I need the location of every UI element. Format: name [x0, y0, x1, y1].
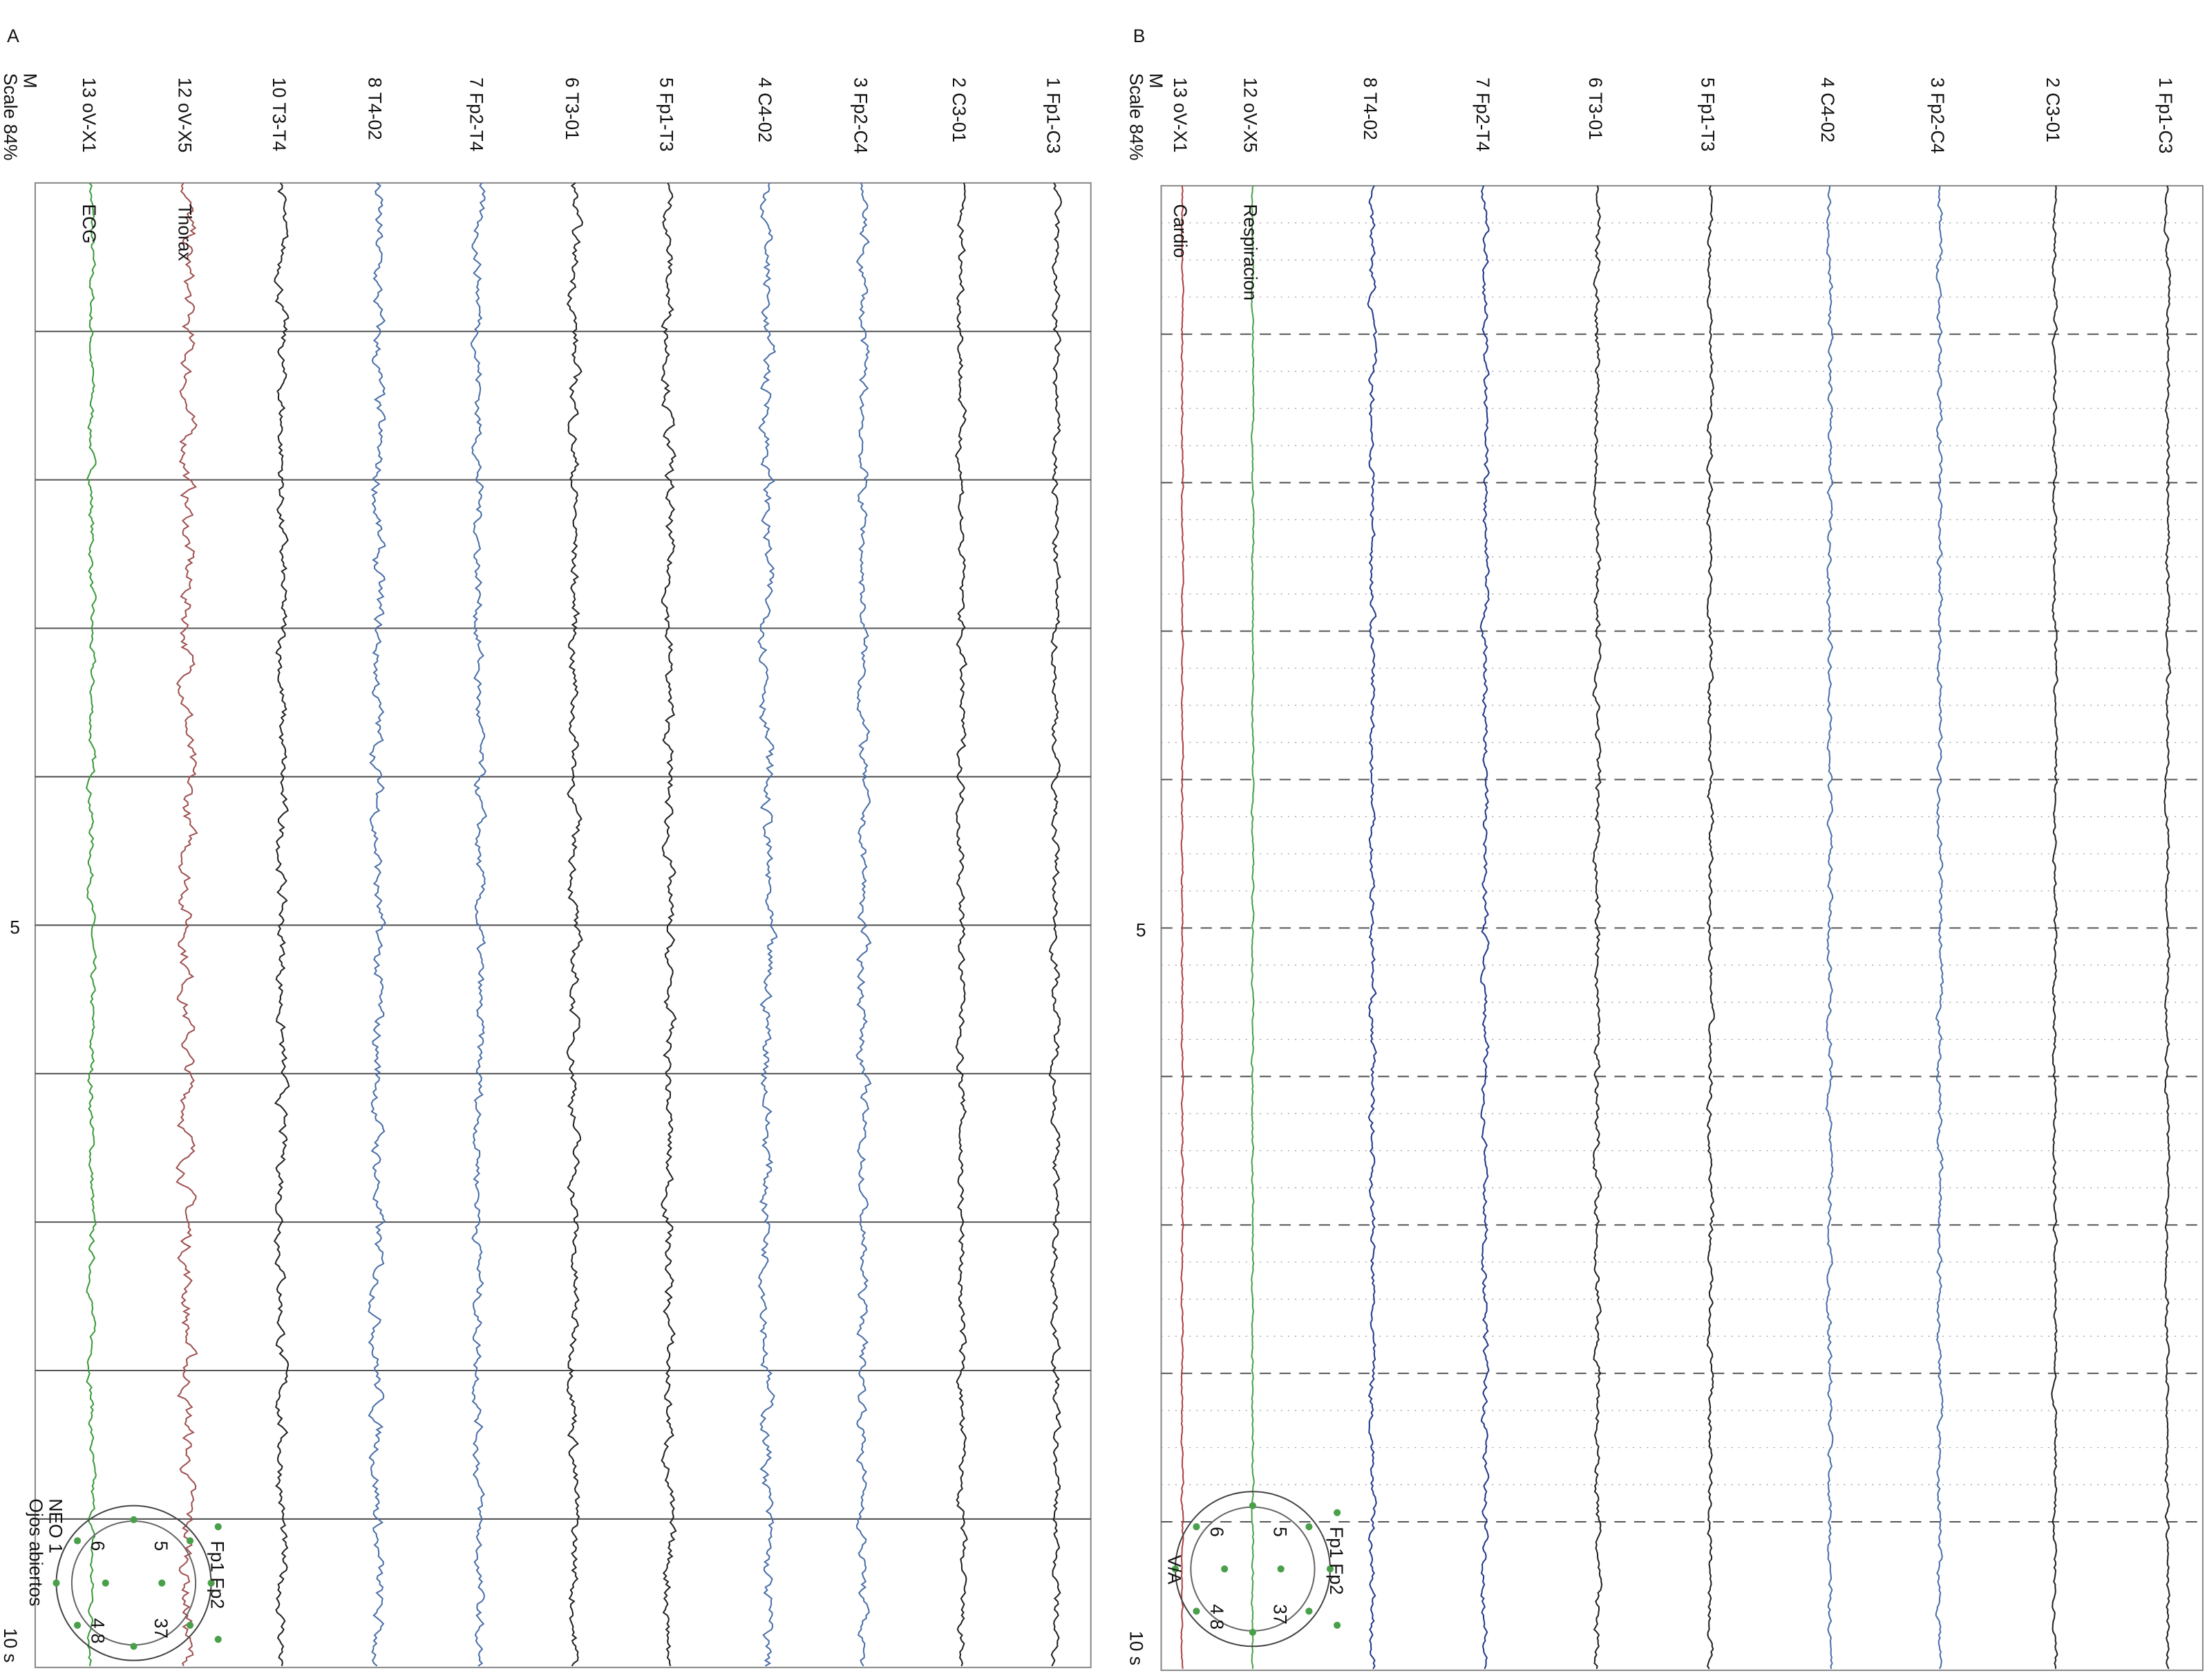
panel-label: A	[7, 26, 19, 46]
channel-label: 6 T3-01	[1585, 77, 1606, 140]
electrode	[53, 1579, 60, 1587]
electrode	[1326, 1565, 1334, 1573]
channel-label: 2 C3-01	[2043, 77, 2063, 142]
eeg-trace	[1592, 185, 1603, 1670]
eeg-trace	[757, 182, 778, 1667]
eeg-trace	[176, 182, 198, 1667]
electrode	[1277, 1565, 1285, 1573]
montage-label: 5	[1269, 1527, 1290, 1537]
montage-scale: M	[20, 73, 41, 88]
eeg-trace	[1825, 185, 1834, 1670]
montage-caption: Ojos abiertos	[26, 1498, 46, 1606]
eeg-trace	[273, 182, 290, 1667]
electrode	[1305, 1523, 1313, 1531]
electrode	[130, 1643, 138, 1650]
eeg-trace	[954, 182, 968, 1667]
time-label: 10 s	[1126, 1631, 1147, 1665]
montage-scale: M	[1146, 73, 1166, 88]
electrode	[186, 1537, 194, 1545]
montage-label: 6	[87, 1541, 108, 1552]
time-label: 10 s	[0, 1628, 21, 1663]
channel-label: 12 oV-X5	[175, 77, 196, 153]
eeg-trace	[855, 182, 872, 1667]
montage-label: Fp1 Fp2	[207, 1541, 228, 1610]
electrode	[207, 1579, 215, 1587]
channel-label: 12 oV-X5	[1240, 77, 1261, 153]
channel-label: 6 T3-01	[562, 77, 582, 140]
montage-label: 6	[1206, 1527, 1227, 1537]
electrode	[1334, 1509, 1341, 1516]
electrode	[73, 1537, 82, 1545]
channel-annotation: Respiracion	[1240, 204, 1261, 300]
montage-scale: Scale 84%	[1126, 73, 1147, 161]
channel-label: 2 C3-01	[949, 77, 969, 142]
channel-label: 8 T4-02	[365, 77, 386, 140]
electrode	[1249, 1628, 1257, 1636]
channel-label: 5 Fp1-T3	[1698, 77, 1718, 151]
electrode	[130, 1516, 138, 1524]
montage-label: Fp1 Fp2	[1326, 1527, 1347, 1595]
eeg-trace	[470, 182, 488, 1667]
channel-label: 1 Fp1-C3	[2155, 77, 2176, 153]
montage-label: 5	[151, 1541, 171, 1552]
eeg-trace	[1250, 185, 1255, 1669]
time-label: 5	[1136, 920, 1146, 941]
eeg-trace	[1367, 185, 1378, 1670]
eeg-trace	[1705, 185, 1715, 1670]
channel-label: 7 Fp2-T4	[1472, 77, 1493, 151]
montage-caption: NEO 1	[45, 1498, 66, 1553]
electrode	[1171, 1565, 1179, 1573]
eeg-trace	[1935, 185, 1944, 1670]
channel-annotation: ECG	[79, 204, 100, 243]
time-label: 5	[10, 917, 20, 938]
montage-label: 4 8	[1206, 1604, 1227, 1630]
eeg-trace	[2051, 185, 2058, 1669]
electrode	[1305, 1607, 1313, 1615]
channel-label: 5 Fp1-T3	[656, 77, 676, 151]
montage-label: 37	[1269, 1604, 1290, 1624]
channel-annotation: Cardio	[1170, 204, 1191, 258]
channel-label: 7 Fp2-T4	[466, 77, 486, 151]
channel-label: 10 T3-T4	[269, 77, 290, 151]
eeg-trace	[85, 182, 97, 1666]
electrode	[1221, 1565, 1229, 1573]
channel-label: 3 Fp2-C4	[850, 77, 871, 153]
eeg-trace	[566, 182, 583, 1667]
electrode	[1193, 1523, 1200, 1531]
eeg-trace	[1479, 185, 1490, 1670]
eeg-trace	[1048, 182, 1062, 1667]
electrode	[1334, 1621, 1341, 1629]
channel-label: 4 C4-02	[1817, 77, 1838, 142]
panel-label: B	[1133, 26, 1146, 46]
electrode	[214, 1523, 222, 1531]
montage-label: 37	[151, 1619, 171, 1639]
channel-label: 4 C4-02	[755, 77, 775, 142]
electrode	[158, 1579, 166, 1587]
eeg-trace	[1180, 185, 1184, 1669]
montage-label: 4 8	[87, 1619, 108, 1644]
channel-label: 13 oV-X1	[79, 77, 100, 153]
electrode	[1193, 1607, 1200, 1615]
electrode	[214, 1636, 222, 1643]
channel-label: 1 Fp1-C3	[1043, 77, 1064, 153]
electrode	[73, 1621, 82, 1629]
electrode	[1249, 1502, 1257, 1509]
channel-label: 3 Fp2-C4	[1927, 77, 1948, 153]
eeg-trace	[661, 182, 677, 1667]
channel-annotation: Thorax	[175, 204, 196, 260]
electrode	[186, 1621, 194, 1629]
montage-caption: V/A	[1164, 1555, 1185, 1585]
channel-label: 8 T4-02	[1360, 77, 1381, 140]
channel-label: 13 oV-X1	[1170, 77, 1191, 153]
electrode	[102, 1579, 109, 1587]
eeg-trace	[368, 182, 386, 1667]
eeg-trace	[2163, 185, 2172, 1670]
montage-scale: Scale 84%	[0, 73, 21, 161]
